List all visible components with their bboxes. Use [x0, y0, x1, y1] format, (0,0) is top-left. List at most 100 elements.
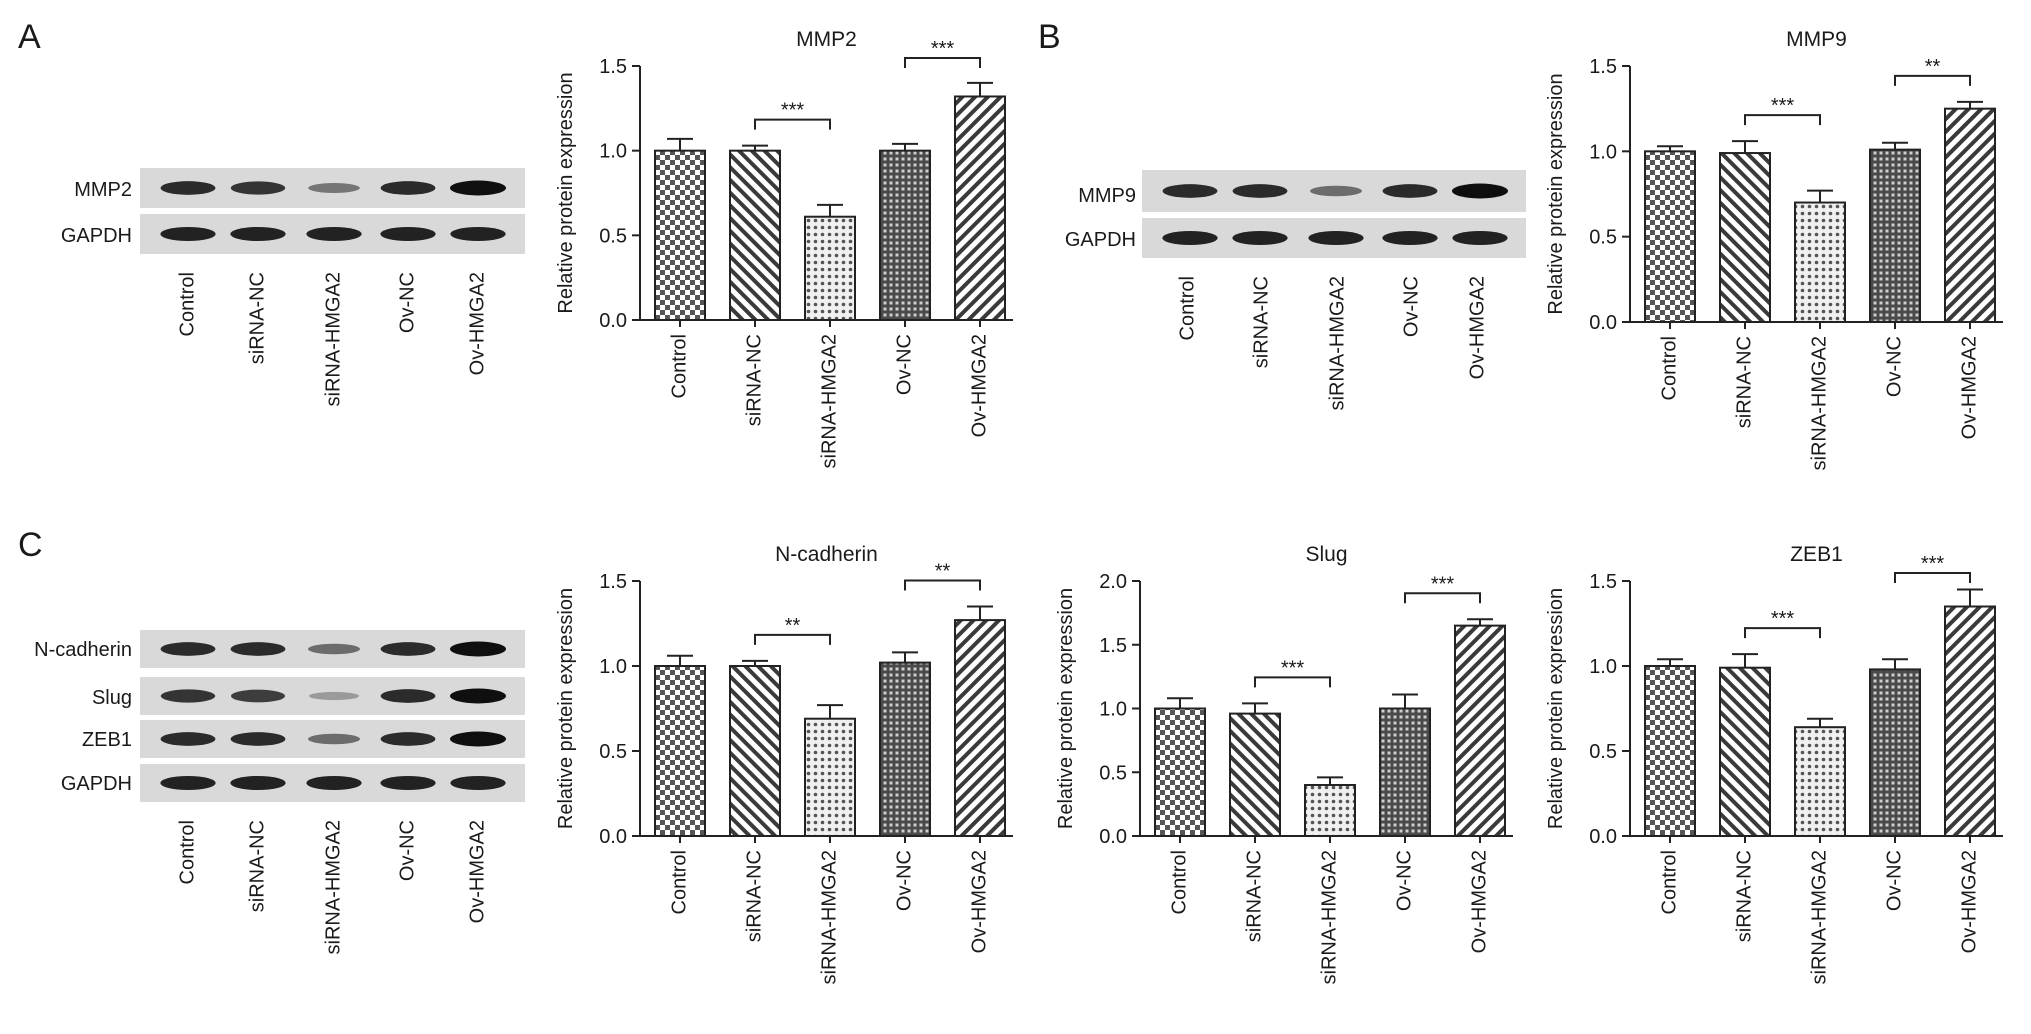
chart-title: ZEB1 [1790, 543, 1843, 566]
y-tick-label: 1.5 [599, 571, 627, 593]
blot-band [450, 688, 506, 704]
significance-label: *** [781, 100, 805, 122]
blot-band [308, 182, 360, 194]
y-tick-label: 0.5 [1099, 762, 1127, 784]
blot-band [450, 180, 506, 196]
bar [1154, 707, 1206, 837]
bar [1944, 605, 1996, 837]
blot-band [1382, 230, 1438, 246]
bar [1304, 784, 1356, 837]
bar [1454, 624, 1506, 837]
chart-title: N-cadherin [775, 543, 878, 566]
x-tick-label: siRNA-NC [1243, 850, 1265, 942]
x-tick-label: Ov-HMGA2 [968, 850, 990, 953]
blot-band [380, 181, 436, 195]
blot-c-protein-label-slug: Slug [92, 687, 132, 709]
y-axis-label: Relative protein expression [1055, 588, 1077, 829]
bar-chart-zeb1: ZEB1 Relative protein expression 0.0 0.5 1.0… [1545, 543, 2003, 984]
blot-band [160, 689, 216, 703]
x-tick-label: siRNA-NC [1733, 850, 1755, 942]
y-tick-label: 0.0 [599, 826, 627, 848]
bar [1794, 726, 1846, 838]
bar [729, 149, 781, 321]
significance-label: ** [785, 615, 801, 637]
blot-band [308, 643, 360, 655]
blot-band [1162, 184, 1218, 198]
blot-band [380, 775, 436, 791]
blot-band [230, 642, 286, 656]
blot-c-bands-zeb1 [160, 731, 506, 747]
bar [729, 665, 781, 837]
blot-band [380, 642, 436, 656]
blot-band [1162, 230, 1218, 246]
bar [1229, 712, 1281, 837]
blot-band [160, 642, 216, 656]
x-tick-label: Ov-HMGA2 [1468, 850, 1490, 953]
blot-band [380, 732, 436, 746]
bar [879, 661, 931, 837]
panel-label-c: C [18, 526, 43, 564]
blot-band [1452, 183, 1508, 199]
x-tick-label: Ov-HMGA2 [1958, 850, 1980, 953]
blot-c-lane-label: Ov-NC [396, 820, 418, 881]
blot-band [380, 226, 436, 242]
y-tick-label: 1.0 [599, 656, 627, 678]
blot-band [1310, 185, 1362, 197]
x-tick-label: Ov-NC [1883, 336, 1905, 397]
blot-band [230, 775, 286, 791]
x-tick-label: Control [1168, 850, 1190, 914]
x-tick-label: siRNA-HMGA2 [1318, 850, 1340, 984]
bar [1719, 666, 1771, 838]
bar [1794, 201, 1846, 324]
y-tick-label: 1.5 [1589, 56, 1617, 78]
bar [1944, 107, 1996, 323]
blot-b-bands-mmp9 [1162, 183, 1508, 199]
blot-c-bands-slug [160, 688, 506, 704]
blot-b-bands-gapdh [1162, 230, 1508, 246]
bar [954, 95, 1006, 322]
blot-band [160, 181, 216, 195]
bar-chart-n-cadherin: N-cadherin Relative protein expression 0.0… [555, 543, 1013, 984]
y-tick-label: 1.0 [1589, 141, 1617, 163]
bar [654, 665, 706, 837]
blot-band [230, 226, 286, 242]
blot-band [1232, 230, 1288, 246]
y-tick-label: 1.0 [1099, 699, 1127, 721]
significance-bracket [754, 633, 831, 645]
blot-b-lane-label: Ov-HMGA2 [1466, 276, 1488, 379]
y-tick-label: 1.0 [599, 141, 627, 163]
blot-band [160, 732, 216, 746]
blot-band [230, 732, 286, 746]
bar [804, 215, 856, 321]
significance-bracket [1894, 74, 1971, 86]
blot-band [160, 775, 216, 791]
blot-a-lane-label: siRNA-HMGA2 [322, 272, 344, 406]
blot-b-lane-label: siRNA-NC [1250, 276, 1272, 368]
blot-band [1308, 230, 1364, 246]
blot-a-bands-mmp2 [160, 180, 506, 196]
blot-band [1382, 184, 1438, 198]
y-tick-label: 1.0 [1589, 656, 1617, 678]
bar-chart-slug: Slug Relative protein expression 0.0 0.5 1.0… [1055, 543, 1513, 984]
bar [1379, 707, 1431, 837]
bar [1644, 150, 1696, 323]
x-tick-label: siRNA-NC [743, 334, 765, 426]
x-tick-label: siRNA-HMGA2 [1808, 850, 1830, 984]
x-tick-label: Ov-NC [1883, 850, 1905, 911]
blot-band [1452, 230, 1508, 246]
x-tick-label: Control [1658, 336, 1680, 400]
blot-b-lane-label: Ov-NC [1400, 276, 1422, 337]
panel-label-a: A [18, 18, 41, 56]
blot-a-lane-label: Control [176, 272, 198, 336]
blot-c-lane-label: siRNA-NC [246, 820, 268, 912]
blot-a-lane-label: siRNA-NC [246, 272, 268, 364]
blot-c-bands-n-cadherin [160, 641, 506, 657]
y-tick-label: 2.0 [1099, 571, 1127, 593]
blot-c-lane-label: Control [176, 820, 198, 884]
y-tick-label: 0.0 [1589, 312, 1617, 334]
y-tick-label: 0.5 [599, 741, 627, 763]
bar [1869, 148, 1921, 323]
x-tick-label: Ov-HMGA2 [1958, 336, 1980, 439]
y-tick-label: 0.5 [599, 225, 627, 247]
chart-title: Slug [1305, 543, 1347, 566]
